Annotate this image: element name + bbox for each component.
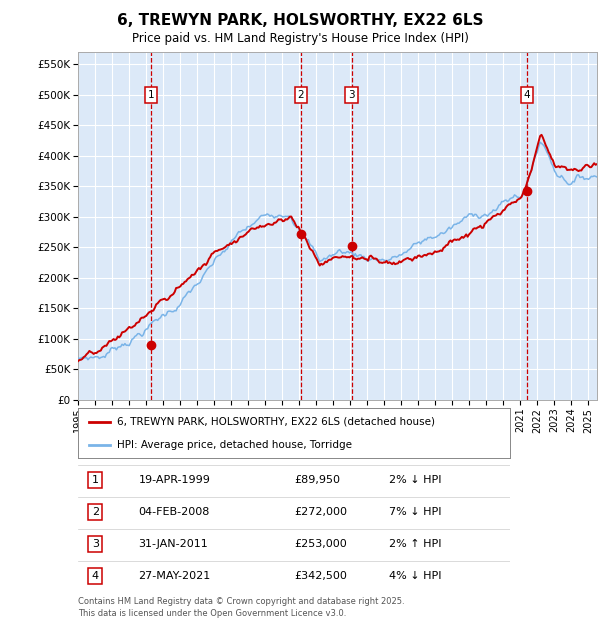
Text: 4: 4: [524, 90, 530, 100]
Text: 2% ↓ HPI: 2% ↓ HPI: [389, 475, 442, 485]
Text: 27-MAY-2021: 27-MAY-2021: [139, 571, 211, 581]
Text: 2: 2: [298, 90, 304, 100]
Text: 4% ↓ HPI: 4% ↓ HPI: [389, 571, 442, 581]
Text: 2: 2: [92, 507, 99, 517]
Text: HPI: Average price, detached house, Torridge: HPI: Average price, detached house, Torr…: [117, 440, 352, 450]
Text: This data is licensed under the Open Government Licence v3.0.: This data is licensed under the Open Gov…: [78, 609, 346, 618]
Text: 6, TREWYN PARK, HOLSWORTHY, EX22 6LS (detached house): 6, TREWYN PARK, HOLSWORTHY, EX22 6LS (de…: [117, 417, 435, 427]
Text: 31-JAN-2011: 31-JAN-2011: [139, 539, 208, 549]
Text: £89,950: £89,950: [294, 475, 340, 485]
Text: 19-APR-1999: 19-APR-1999: [139, 475, 211, 485]
Text: Contains HM Land Registry data © Crown copyright and database right 2025.: Contains HM Land Registry data © Crown c…: [78, 597, 404, 606]
Text: £253,000: £253,000: [294, 539, 347, 549]
Text: 2% ↑ HPI: 2% ↑ HPI: [389, 539, 442, 549]
Text: £272,000: £272,000: [294, 507, 347, 517]
Text: 04-FEB-2008: 04-FEB-2008: [139, 507, 210, 517]
Text: £342,500: £342,500: [294, 571, 347, 581]
Text: 3: 3: [92, 539, 99, 549]
Text: 6, TREWYN PARK, HOLSWORTHY, EX22 6LS: 6, TREWYN PARK, HOLSWORTHY, EX22 6LS: [117, 13, 483, 28]
Text: Price paid vs. HM Land Registry's House Price Index (HPI): Price paid vs. HM Land Registry's House …: [131, 32, 469, 45]
Text: 3: 3: [349, 90, 355, 100]
Text: 4: 4: [92, 571, 99, 581]
Text: 1: 1: [148, 90, 154, 100]
Text: 7% ↓ HPI: 7% ↓ HPI: [389, 507, 442, 517]
Text: 1: 1: [92, 475, 99, 485]
